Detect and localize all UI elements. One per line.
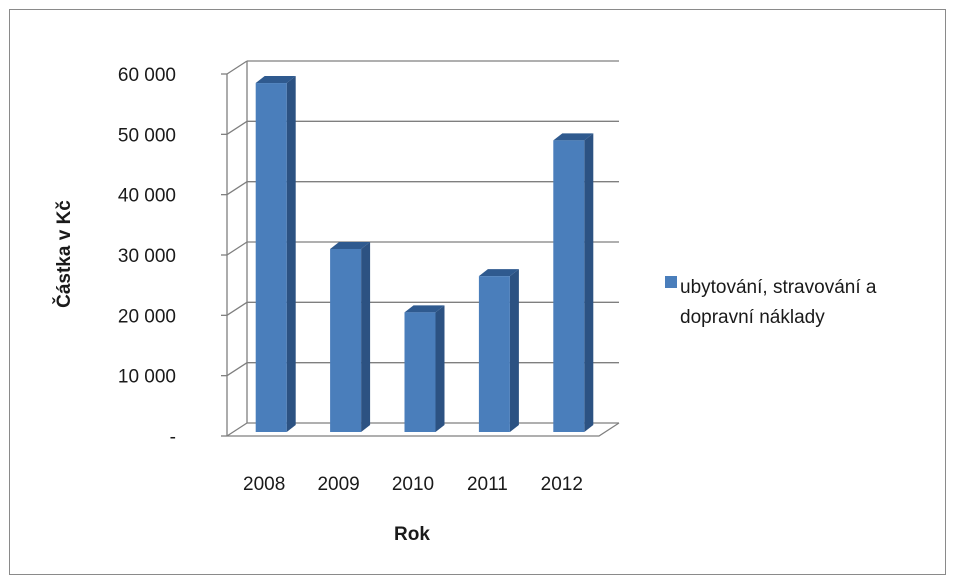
gridline-depth xyxy=(226,422,248,437)
gridline-depth xyxy=(226,241,248,256)
bar-front xyxy=(404,312,436,432)
y-tick-label: 40 000 xyxy=(118,186,176,207)
bar-top xyxy=(553,133,594,141)
y-tick-labels: - 10 000 20 000 30 000 40 000 50 000 60 000 xyxy=(118,65,176,448)
chart-frame xyxy=(9,9,946,575)
bars xyxy=(255,76,594,433)
bar-top xyxy=(478,269,519,277)
legend-label-line-2: dopravní náklady xyxy=(680,307,825,328)
bar-2011 xyxy=(478,269,519,432)
x-tick-label: 2011 xyxy=(467,474,508,495)
bar-front xyxy=(478,276,510,432)
bar-front xyxy=(553,140,585,432)
bar-front xyxy=(255,83,287,433)
bar-side xyxy=(509,269,519,432)
bar-top xyxy=(255,76,296,84)
floor-edge xyxy=(227,422,620,437)
bar-top xyxy=(404,305,445,313)
x-tick-labels: 2008 2009 2010 2011 2012 xyxy=(243,474,583,495)
gridline-depth xyxy=(226,60,248,75)
y-tick-label: 20 000 xyxy=(118,306,176,327)
legend-label-line-1: ubytování, stravování a xyxy=(680,277,877,298)
y-tick-label: - xyxy=(170,427,176,448)
x-tick-label: 2009 xyxy=(317,474,359,495)
bar-side xyxy=(435,305,445,432)
bar-2009 xyxy=(330,241,371,432)
gridline-depth xyxy=(226,181,248,196)
x-axis-title: Rok xyxy=(394,524,430,545)
bar-2008 xyxy=(255,76,296,433)
bar-front xyxy=(330,248,362,432)
x-tick-label: 2008 xyxy=(243,474,285,495)
y-tick-label: 30 000 xyxy=(118,246,176,267)
y-tick-label: 60 000 xyxy=(118,65,176,86)
y-tick-label: 50 000 xyxy=(118,125,176,146)
bar-2012 xyxy=(553,133,594,432)
bar-side xyxy=(584,133,594,432)
y-tick-label: 10 000 xyxy=(118,367,176,388)
bar-top xyxy=(330,241,371,249)
legend-swatch xyxy=(665,276,677,288)
bar-side xyxy=(361,241,371,432)
gridline-depth xyxy=(226,120,248,135)
legend: ubytování, stravování a dopravní náklady xyxy=(665,276,877,328)
y-axis-title: Částka v Kč xyxy=(53,200,75,308)
bar-side xyxy=(286,76,296,433)
x-tick-label: 2012 xyxy=(541,474,583,495)
x-tick-label: 2010 xyxy=(392,474,434,495)
bar-2010 xyxy=(404,305,445,432)
gridline-depth xyxy=(226,362,248,377)
gridline-depth xyxy=(226,301,248,316)
